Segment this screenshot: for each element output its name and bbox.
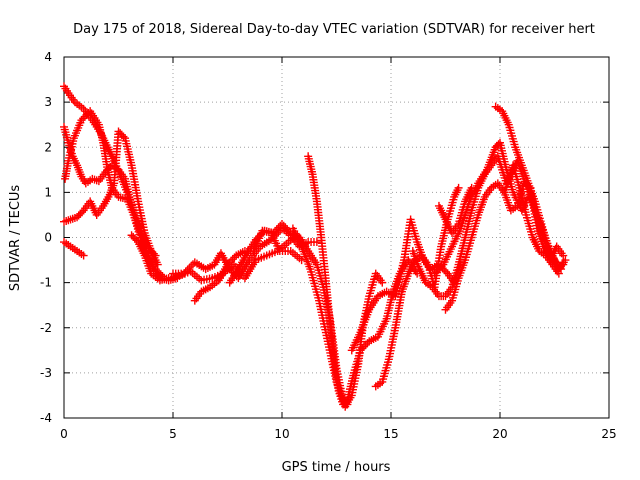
series-track-19 [434, 183, 476, 237]
data-point [359, 342, 368, 351]
data-point [223, 260, 232, 269]
data-points [60, 82, 570, 411]
data-point [183, 265, 192, 274]
data-point [228, 255, 237, 264]
data-point [255, 232, 264, 241]
data-point [257, 230, 266, 239]
y-tick-label: 4 [44, 50, 52, 64]
y-tick-label: -1 [40, 276, 52, 290]
data-point [430, 269, 439, 278]
axis-ticks [63, 56, 610, 419]
y-tick-label: 1 [44, 185, 52, 199]
series-track-11 [288, 224, 387, 411]
data-point [281, 223, 290, 232]
data-point [77, 116, 86, 125]
series-track-5 [60, 238, 88, 260]
y-axis-label: SDTVAR / TECUs [8, 185, 23, 292]
series-track-14 [371, 183, 463, 391]
x-tick-label: 15 [383, 427, 398, 441]
data-point [187, 262, 196, 271]
data-point [269, 228, 278, 237]
data-point [434, 265, 443, 274]
data-point [279, 221, 288, 230]
data-point [225, 258, 234, 267]
data-point [80, 112, 89, 121]
data-point [435, 264, 444, 273]
y-tick-label: -2 [40, 321, 52, 335]
x-tick-label: 0 [60, 427, 68, 441]
data-point [432, 267, 441, 276]
data-point [119, 132, 128, 141]
y-tick-label: -3 [40, 366, 52, 380]
data-point [278, 219, 286, 228]
data-point [361, 340, 370, 349]
data-point [226, 256, 235, 265]
data-point [437, 262, 446, 271]
x-axis-label: GPS time / hours [282, 460, 391, 475]
data-point [454, 183, 463, 192]
x-tick-label: 20 [492, 427, 507, 441]
data-point [179, 269, 188, 278]
x-tick-label: 5 [169, 427, 177, 441]
y-tick-label: 3 [44, 95, 52, 109]
data-point [181, 267, 190, 276]
data-point [378, 278, 387, 287]
data-point [251, 235, 260, 244]
data-point [561, 256, 570, 265]
data-point [274, 223, 283, 232]
data-point [283, 225, 292, 234]
data-point [185, 263, 194, 272]
data-point [441, 267, 450, 276]
data-point [271, 227, 280, 236]
y-tick-label: 2 [44, 140, 52, 154]
series-track-4 [60, 127, 162, 269]
data-point [156, 270, 165, 279]
data-point [272, 225, 281, 234]
data-point [79, 114, 88, 123]
data-point [153, 260, 162, 269]
data-point [358, 344, 367, 353]
data-point [467, 183, 476, 192]
data-point [312, 238, 321, 247]
data-point [253, 233, 262, 242]
x-tick-labels: 0 5 10 15 20 25 [60, 427, 616, 441]
y-tick-label: -4 [40, 411, 52, 425]
data-point [155, 268, 164, 277]
data-point [79, 251, 88, 260]
y-tick-label: 0 [44, 231, 52, 245]
series-track-20 [500, 179, 568, 265]
chart-title: Day 175 of 2018, Sidereal Day-to-day VTE… [73, 22, 595, 37]
data-point [557, 265, 566, 274]
data-point [559, 251, 568, 260]
y-tick-labels: -4 -3 -2 -1 0 1 2 3 4 [40, 50, 52, 425]
data-point [82, 110, 91, 119]
data-point [356, 346, 365, 355]
x-tick-label: 10 [274, 427, 289, 441]
x-tick-label: 25 [601, 427, 616, 441]
data-point [297, 256, 306, 265]
